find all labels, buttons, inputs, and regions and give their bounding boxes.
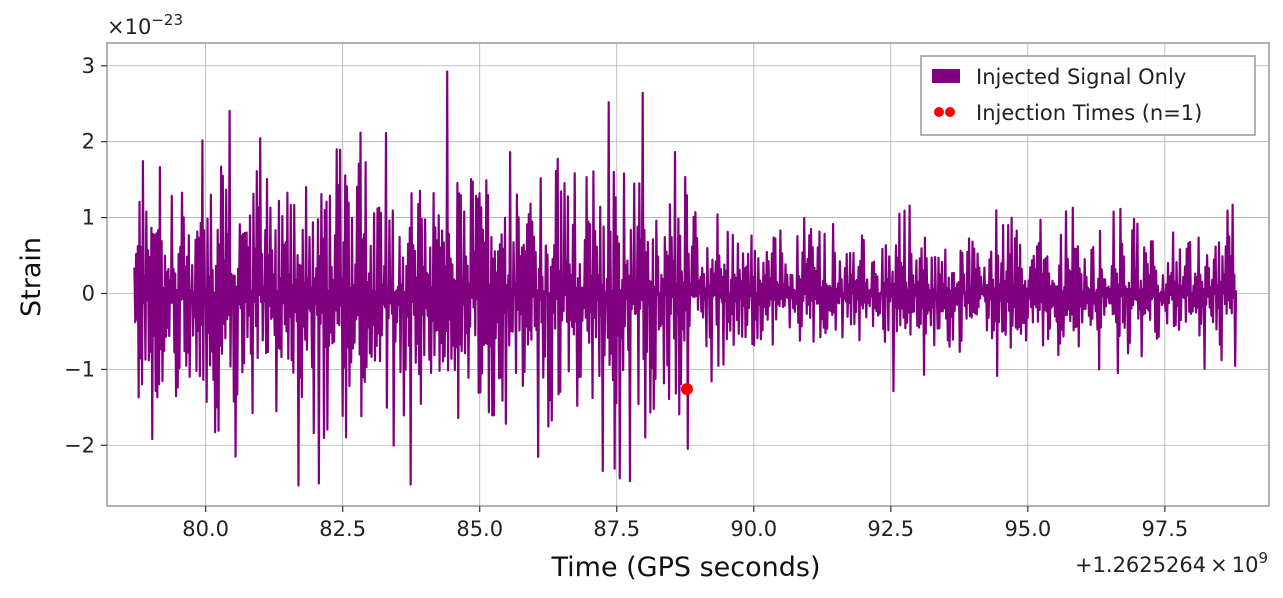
y-tick-label: 3 — [82, 54, 95, 78]
legend: Injected Signal Only Injection Times (n=… — [920, 55, 1256, 136]
y-multiplier: ×10−23 — [107, 11, 183, 39]
y-tick-label: 0 — [82, 281, 95, 305]
x-tick-label: 95.0 — [1004, 517, 1051, 541]
signal-line — [133, 70, 1238, 487]
x-tick-label: 97.5 — [1141, 517, 1188, 541]
signal-series — [133, 70, 1238, 487]
x-tick-label: 90.0 — [730, 517, 777, 541]
x-tick-label: 80.0 — [182, 517, 229, 541]
legend-label-signal: Injected Signal Only — [976, 65, 1186, 89]
y-tick-label: 2 — [82, 130, 95, 154]
plot-frame — [106, 42, 1270, 507]
legend-box — [920, 55, 1256, 136]
x-axis-ticks: 80.0 82.5 85.0 87.5 90.0 92.5 95.0 97.5 — [182, 506, 1188, 541]
injection-point — [680, 383, 693, 396]
x-offset: +1.2625264 × 109 — [1075, 549, 1268, 577]
y-multiplier-base: ×10 — [107, 15, 151, 39]
x-tick-label: 87.5 — [593, 517, 640, 541]
y-multiplier-exponent: −23 — [151, 11, 183, 29]
legend-label-injection: Injection Times (n=1) — [976, 101, 1202, 125]
legend-marker-injection-a — [934, 107, 944, 117]
x-tick-label: 82.5 — [319, 517, 366, 541]
y-tick-label: −2 — [64, 433, 95, 457]
legend-marker-injection-b — [945, 107, 955, 117]
injection-markers — [680, 383, 693, 396]
legend-swatch-signal — [932, 69, 960, 83]
svg-text:×10−23: ×10−23 — [107, 11, 183, 39]
svg-text:+1.2625264×109: +1.2625264 × 109 — [1075, 549, 1268, 577]
y-tick-label: 1 — [82, 206, 95, 230]
x-tick-label: 92.5 — [867, 517, 914, 541]
x-axis-title: Time (GPS seconds) — [550, 552, 820, 583]
x-offset-exponent: 9 — [1258, 549, 1268, 567]
y-axis-ticks: −2 −1 0 1 2 3 — [64, 54, 107, 457]
y-axis-title: Strain — [16, 237, 47, 317]
y-tick-label: −1 — [64, 357, 95, 381]
x-offset-base: +1.2625264 — [1075, 553, 1206, 577]
x-tick-label: 85.0 — [456, 517, 503, 541]
